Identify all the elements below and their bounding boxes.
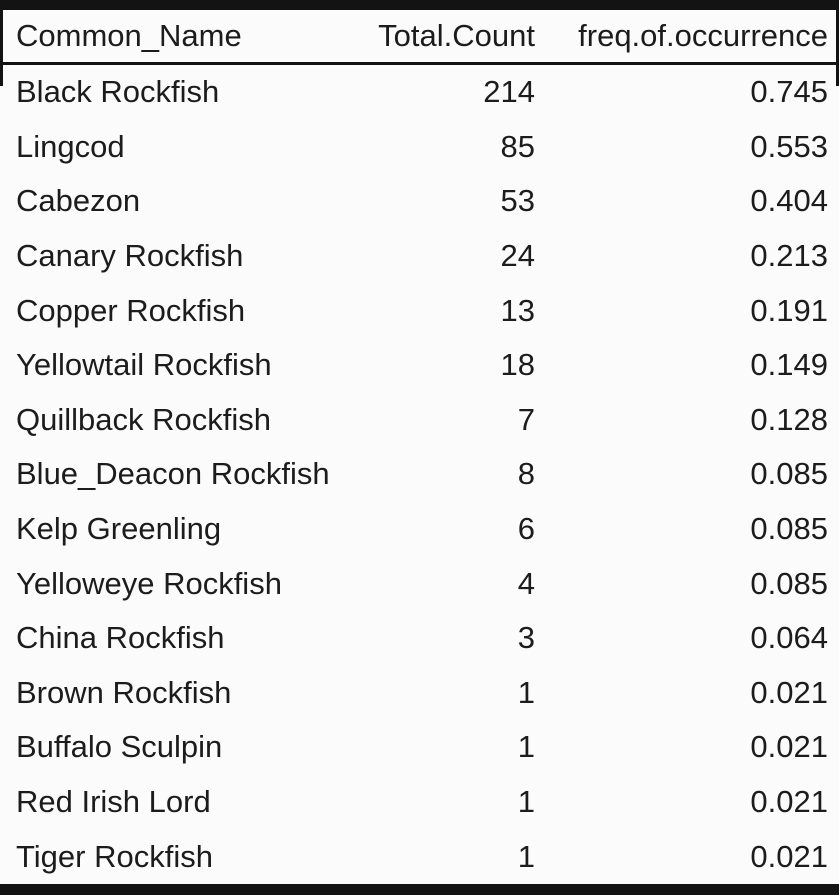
fish-frequency-table: Common_Name Total.Count freq.of.occurren… bbox=[0, 10, 839, 884]
header-rule bbox=[0, 62, 839, 65]
cell-freq-of-occurrence: 0.021 bbox=[750, 784, 828, 820]
cell-common-name: Lingcod bbox=[16, 128, 125, 164]
table-row: Black Rockfish 214 0.745 bbox=[0, 65, 839, 120]
header-freq-of-occurrence: freq.of.occurrence bbox=[578, 18, 828, 53]
cell-common-name: Quillback Rockfish bbox=[16, 401, 271, 437]
cell-total-count: 6 bbox=[517, 511, 535, 547]
header-total-count: Total.Count bbox=[378, 18, 535, 53]
table-row: Blue_Deacon Rockfish 8 0.085 bbox=[0, 447, 839, 502]
cell-freq-of-occurrence: 0.085 bbox=[750, 565, 828, 601]
cell-total-count: 13 bbox=[500, 292, 535, 328]
table-row: Brown Rockfish 1 0.021 bbox=[0, 666, 839, 721]
cell-total-count: 214 bbox=[483, 74, 535, 110]
cell-total-count: 53 bbox=[500, 183, 535, 219]
cell-total-count: 1 bbox=[517, 674, 535, 710]
cell-total-count: 4 bbox=[517, 565, 535, 601]
cell-total-count: 1 bbox=[517, 729, 535, 765]
cell-total-count: 3 bbox=[517, 620, 535, 656]
cell-common-name: China Rockfish bbox=[16, 620, 225, 656]
cell-freq-of-occurrence: 0.404 bbox=[750, 183, 828, 219]
cell-total-count: 85 bbox=[500, 128, 535, 164]
cell-freq-of-occurrence: 0.085 bbox=[750, 456, 828, 492]
cell-total-count: 24 bbox=[500, 238, 535, 274]
table-row: Canary Rockfish 24 0.213 bbox=[0, 229, 839, 284]
cell-total-count: 1 bbox=[517, 784, 535, 820]
cell-freq-of-occurrence: 0.021 bbox=[750, 674, 828, 710]
table-row: Quillback Rockfish 7 0.128 bbox=[0, 393, 839, 448]
cell-total-count: 7 bbox=[517, 401, 535, 437]
table-row: Cabezon 53 0.404 bbox=[0, 174, 839, 229]
cell-common-name: Yelloweye Rockfish bbox=[16, 565, 282, 601]
table-body: Black Rockfish 214 0.745 Lingcod 85 0.553 Cabe… bbox=[0, 65, 839, 884]
cell-common-name: Brown Rockfish bbox=[16, 674, 232, 710]
cell-common-name: Kelp Greenling bbox=[16, 511, 222, 547]
cell-common-name: Tiger Rockfish bbox=[16, 838, 213, 874]
cell-common-name: Canary Rockfish bbox=[16, 238, 244, 274]
cell-common-name: Blue_Deacon Rockfish bbox=[16, 456, 330, 492]
cell-common-name: Copper Rockfish bbox=[16, 292, 246, 328]
cell-freq-of-occurrence: 0.021 bbox=[750, 838, 828, 874]
table-row: Copper Rockfish 13 0.191 bbox=[0, 283, 839, 338]
cell-common-name: Cabezon bbox=[16, 183, 141, 219]
cell-freq-of-occurrence: 0.553 bbox=[750, 128, 828, 164]
right-edge-strip bbox=[836, 0, 839, 86]
cell-freq-of-occurrence: 0.745 bbox=[750, 74, 828, 110]
table-row: Kelp Greenling 6 0.085 bbox=[0, 502, 839, 557]
table-row: Buffalo Sculpin 1 0.021 bbox=[0, 720, 839, 775]
table-row: Red Irish Lord 1 0.021 bbox=[0, 775, 839, 830]
cell-common-name: Yellowtail Rockfish bbox=[16, 347, 272, 383]
table-bottom-rule bbox=[0, 884, 839, 895]
table-row: China Rockfish 3 0.064 bbox=[0, 611, 839, 666]
table-top-rule bbox=[0, 0, 839, 10]
cell-freq-of-occurrence: 0.128 bbox=[750, 401, 828, 437]
cell-common-name: Black Rockfish bbox=[16, 74, 220, 110]
cell-freq-of-occurrence: 0.149 bbox=[750, 347, 828, 383]
left-edge-strip bbox=[0, 0, 3, 86]
table-row: Tiger Rockfish 1 0.021 bbox=[0, 829, 839, 884]
cell-freq-of-occurrence: 0.064 bbox=[750, 620, 828, 656]
cell-common-name: Red Irish Lord bbox=[16, 784, 211, 820]
header-common-name: Common_Name bbox=[16, 18, 242, 53]
cell-freq-of-occurrence: 0.213 bbox=[750, 238, 828, 274]
cell-common-name: Buffalo Sculpin bbox=[16, 729, 223, 765]
cell-freq-of-occurrence: 0.191 bbox=[750, 292, 828, 328]
cell-total-count: 8 bbox=[517, 456, 535, 492]
cell-total-count: 1 bbox=[517, 838, 535, 874]
cell-freq-of-occurrence: 0.085 bbox=[750, 511, 828, 547]
table-header-row: Common_Name Total.Count freq.of.occurren… bbox=[0, 10, 839, 62]
table-row: Lingcod 85 0.553 bbox=[0, 120, 839, 175]
cell-total-count: 18 bbox=[500, 347, 535, 383]
table-row: Yelloweye Rockfish 4 0.085 bbox=[0, 556, 839, 611]
cell-freq-of-occurrence: 0.021 bbox=[750, 729, 828, 765]
table-row: Yellowtail Rockfish 18 0.149 bbox=[0, 338, 839, 393]
